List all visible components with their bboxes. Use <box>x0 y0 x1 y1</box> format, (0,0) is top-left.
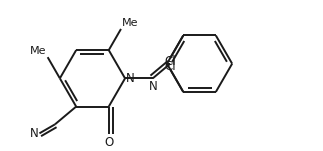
Text: N: N <box>148 80 157 93</box>
Text: Me: Me <box>30 46 47 56</box>
Text: Cl: Cl <box>164 60 176 73</box>
Text: N: N <box>30 127 38 140</box>
Text: Me: Me <box>122 18 138 28</box>
Text: N: N <box>125 72 134 85</box>
Text: O: O <box>104 136 113 149</box>
Text: Cl: Cl <box>164 55 176 68</box>
